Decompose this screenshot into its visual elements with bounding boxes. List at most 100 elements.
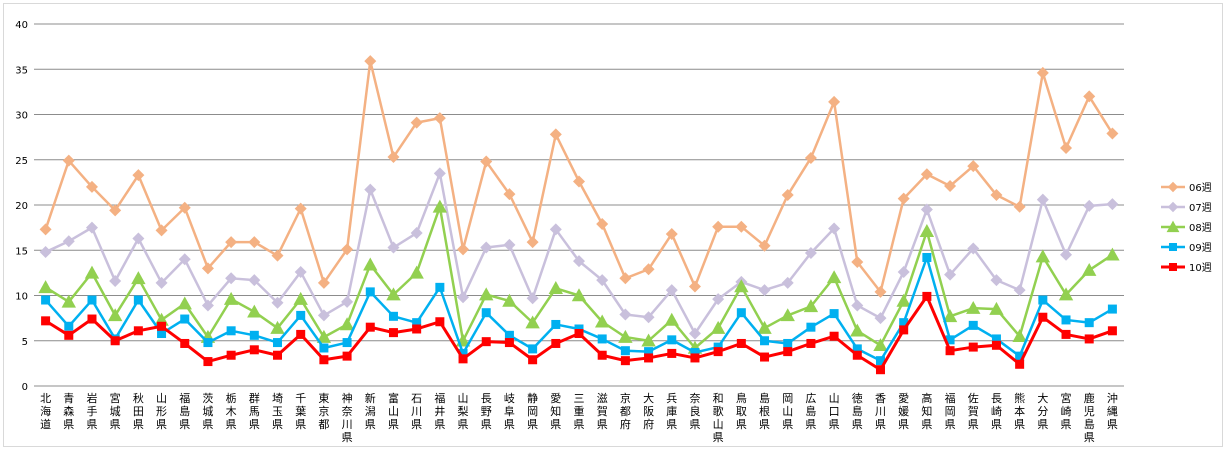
data-point — [132, 232, 145, 245]
data-point — [1083, 199, 1096, 212]
data-point — [967, 160, 980, 173]
data-point — [201, 262, 214, 275]
data-point — [64, 330, 74, 340]
data-point — [667, 348, 677, 358]
data-point — [781, 276, 794, 289]
data-point — [852, 350, 862, 360]
data-point — [1012, 329, 1027, 342]
x-tick-label: 東京都 — [318, 392, 329, 431]
data-point — [1169, 243, 1177, 251]
data-point — [804, 151, 817, 164]
data-point — [225, 272, 238, 285]
x-tick-label: 岩手県 — [86, 391, 97, 431]
x-tick-label: 鹿児島県 — [1084, 391, 1095, 444]
data-point — [223, 291, 239, 305]
data-point — [968, 320, 978, 330]
data-point — [294, 265, 307, 278]
data-point — [503, 188, 516, 201]
x-tick-label: 宮崎県 — [1061, 391, 1072, 431]
data-point — [388, 311, 398, 321]
data-point — [177, 296, 192, 310]
data-point — [85, 221, 98, 234]
x-tick-label: 茨城県 — [202, 391, 213, 431]
data-point — [688, 280, 701, 293]
x-tick-label: 愛知県 — [550, 392, 561, 431]
data-point — [735, 220, 748, 233]
y-tick-label: 15 — [15, 246, 28, 257]
x-tick-label: 兵庫県 — [666, 392, 677, 431]
x-tick-label: 奈良県 — [689, 391, 700, 431]
data-point — [1013, 200, 1026, 213]
data-point — [594, 314, 610, 328]
data-point — [1013, 284, 1026, 297]
data-point — [319, 343, 329, 353]
data-point — [968, 342, 978, 352]
legend-item: 07週 — [1161, 201, 1212, 214]
data-point — [249, 345, 259, 355]
x-tick-label: 愛媛県 — [898, 392, 909, 431]
data-point — [110, 336, 120, 346]
x-tick-label: 山梨県 — [458, 392, 469, 431]
data-point — [967, 242, 980, 255]
series-2 — [39, 167, 1119, 340]
data-point — [1105, 247, 1120, 261]
data-point — [526, 292, 539, 305]
data-point — [180, 338, 190, 348]
data-point — [1058, 287, 1074, 301]
data-point — [620, 346, 630, 356]
data-point — [296, 310, 306, 320]
data-point — [1035, 249, 1051, 263]
data-point — [180, 314, 190, 324]
data-point — [503, 238, 516, 251]
data-point — [571, 288, 587, 302]
data-point — [665, 227, 678, 240]
data-point — [549, 223, 562, 236]
legend-item: 08週 — [1161, 220, 1212, 234]
series-4 — [41, 252, 1117, 366]
data-point — [989, 301, 1004, 315]
data-point — [41, 295, 51, 305]
data-point — [203, 357, 213, 367]
data-point — [271, 296, 284, 309]
data-point — [248, 274, 261, 287]
data-point — [504, 338, 514, 348]
data-point — [109, 204, 122, 217]
chart-frame: 0 5 10 15 20 25 30 35 40 北海道 青森県 岩手県 宮城県 秋田県 山形県 福島県 茨城… — [3, 3, 1223, 447]
data-point — [851, 299, 864, 312]
data-point — [342, 351, 352, 361]
data-point — [1167, 181, 1179, 193]
data-point — [945, 335, 955, 345]
x-tick-label: 鳥取県 — [736, 391, 747, 431]
data-point — [826, 270, 842, 284]
y-tick-label: 35 — [15, 65, 28, 76]
data-point — [481, 308, 491, 318]
data-point — [62, 235, 75, 248]
legend: 06週 07週 08週 09週 10週 — [1161, 181, 1212, 274]
data-point — [1106, 127, 1119, 140]
data-point — [1038, 295, 1048, 305]
data-point — [316, 329, 332, 343]
data-point — [828, 95, 841, 108]
x-tick-label: 香川県 — [875, 392, 886, 431]
data-point — [850, 323, 865, 337]
series-3 — [38, 199, 1120, 354]
data-point — [920, 203, 933, 216]
data-point — [690, 353, 700, 363]
data-point — [339, 317, 355, 331]
x-tick-label: 栃木県 — [226, 391, 237, 431]
data-point — [922, 252, 932, 262]
data-point — [1083, 90, 1096, 103]
data-point — [247, 304, 262, 318]
data-point — [758, 284, 771, 297]
data-point — [432, 199, 448, 213]
data-point — [1166, 220, 1180, 233]
data-point — [433, 112, 446, 125]
data-point — [248, 236, 261, 249]
data-point — [132, 169, 145, 182]
data-point — [203, 338, 213, 348]
data-point — [435, 282, 445, 292]
data-point — [875, 356, 885, 366]
data-point — [1167, 201, 1179, 213]
data-point — [41, 316, 51, 326]
data-point — [341, 295, 354, 308]
